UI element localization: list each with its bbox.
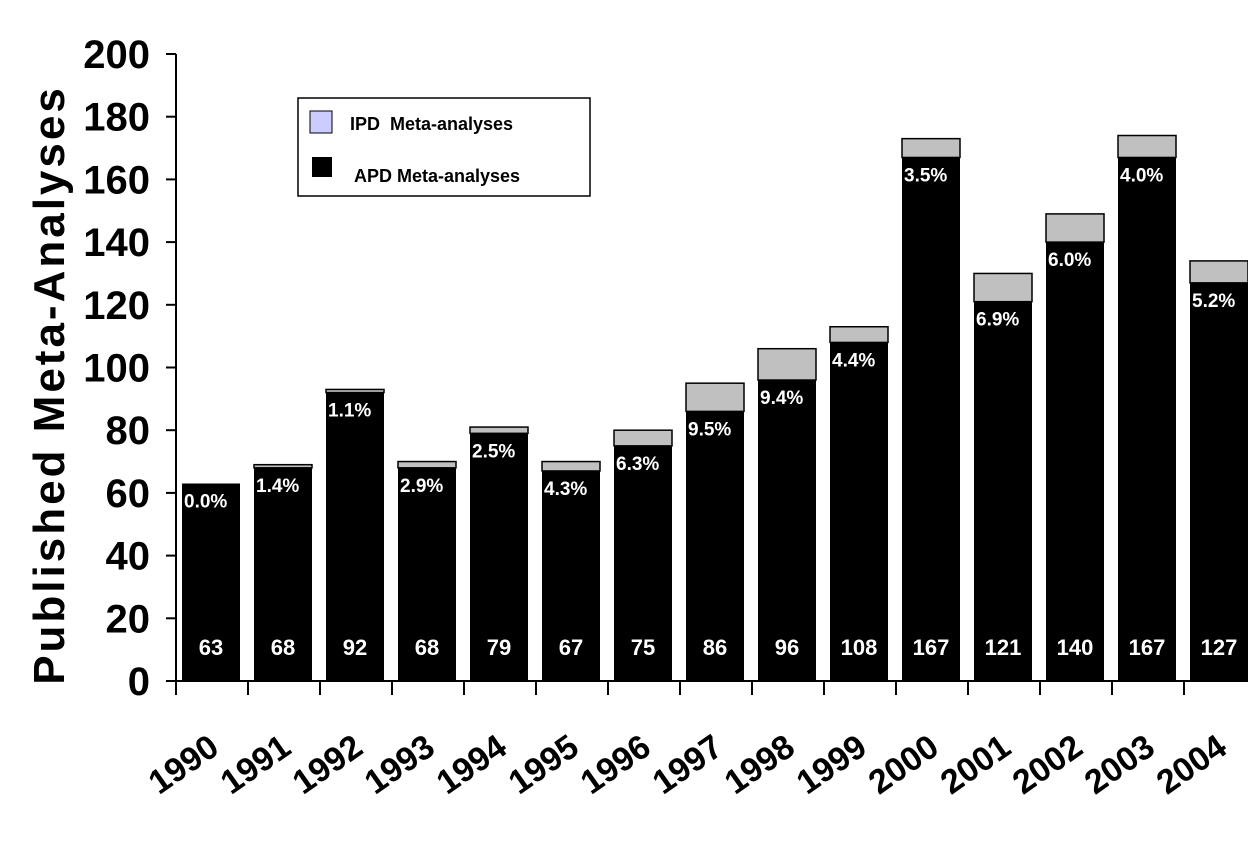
count-label-2003: 167 xyxy=(1129,635,1166,660)
bar-ipd-1995 xyxy=(541,460,601,472)
x-tick-label-1999: 1999 xyxy=(790,727,874,802)
y-tick-label-140: 140 xyxy=(83,221,150,265)
percent-label-1997: 9.5% xyxy=(688,419,731,440)
percent-label-1994: 2.5% xyxy=(472,441,515,462)
legend-swatch-ipd xyxy=(309,110,333,134)
percent-label-1995: 4.3% xyxy=(544,479,587,500)
bar-ipd-1993 xyxy=(397,460,457,469)
count-label-1994: 79 xyxy=(487,635,511,660)
bar-ipd-1997 xyxy=(685,382,745,413)
x-tick-label-1998: 1998 xyxy=(718,727,802,802)
legend-label-apd: APD Meta-analyses xyxy=(354,166,520,186)
bar-ipd-2001 xyxy=(973,272,1033,303)
x-tick-label-1997: 1997 xyxy=(646,727,730,802)
count-label-1998: 96 xyxy=(775,635,799,660)
bar-ipd-2003 xyxy=(1117,134,1177,159)
percent-label-1999: 4.4% xyxy=(832,350,875,371)
y-tick-label-200: 200 xyxy=(83,33,150,77)
x-tick-label-1991: 1991 xyxy=(214,727,298,802)
count-label-2002: 140 xyxy=(1057,635,1094,660)
bar-apd-1992 xyxy=(326,392,384,681)
count-label-1993: 68 xyxy=(415,635,439,660)
count-label-1991: 68 xyxy=(271,635,295,660)
legend: IPD Meta-analyses APD Meta-analyses xyxy=(297,97,591,197)
axes-group xyxy=(166,53,1248,695)
bar-apd-1991 xyxy=(254,467,312,681)
bar-apd-1999 xyxy=(830,342,888,681)
x-tick-label-1990: 1990 xyxy=(142,727,226,802)
count-label-2000: 167 xyxy=(913,635,950,660)
x-tick-label-2001: 2001 xyxy=(934,727,1018,802)
count-label-1995: 67 xyxy=(559,635,583,660)
percent-label-2003: 4.0% xyxy=(1120,165,1163,186)
y-tick-label-60: 60 xyxy=(106,472,151,516)
legend-label-ipd: IPD Meta-analyses xyxy=(350,114,513,134)
bar-apd-1996 xyxy=(614,445,672,681)
bar-apd-1995 xyxy=(542,470,600,681)
bar-apd-2001 xyxy=(974,301,1032,681)
x-tick-label-1996: 1996 xyxy=(574,727,658,802)
bar-ipd-2004 xyxy=(1189,260,1248,284)
bar-ipd-2002 xyxy=(1045,213,1105,243)
percent-label-1991: 1.4% xyxy=(256,476,299,497)
percent-label-1996: 6.3% xyxy=(616,454,659,475)
count-label-2001: 121 xyxy=(985,635,1022,660)
percent-label-1993: 2.9% xyxy=(400,476,443,497)
percent-label-1990: 0.0% xyxy=(184,491,227,512)
percent-label-2002: 6.0% xyxy=(1048,250,1091,271)
bar-ipd-1998 xyxy=(757,347,817,381)
bar-apd-1994 xyxy=(470,433,528,681)
count-label-2004: 127 xyxy=(1201,635,1238,660)
bar-ipd-1999 xyxy=(829,325,889,344)
count-label-1990: 63 xyxy=(199,635,223,660)
bar-apd-2002 xyxy=(1046,242,1104,681)
bar-ipd-1991 xyxy=(253,463,313,469)
percent-label-2001: 6.9% xyxy=(976,310,1019,331)
bar-apd-1990 xyxy=(182,483,240,681)
y-axis-title: Published Meta-Analyses xyxy=(25,85,74,685)
percent-label-2000: 3.5% xyxy=(904,165,947,186)
bar-ipd-2000 xyxy=(901,137,961,159)
y-tick-label-180: 180 xyxy=(83,96,150,140)
x-tick-label-1995: 1995 xyxy=(502,727,586,802)
x-tick-label-1993: 1993 xyxy=(358,727,442,802)
y-tick-label-100: 100 xyxy=(83,347,150,391)
bar-apd-2003 xyxy=(1118,157,1176,681)
bar-apd-1997 xyxy=(686,411,744,681)
x-tick-label-2002: 2002 xyxy=(1006,727,1090,802)
bar-apd-2000 xyxy=(902,157,960,681)
percent-label-1992: 1.1% xyxy=(328,401,371,422)
y-tick-label-160: 160 xyxy=(83,158,150,202)
y-tick-label-20: 20 xyxy=(106,597,151,641)
percent-label-2004: 5.2% xyxy=(1192,291,1235,312)
y-tick-label-40: 40 xyxy=(106,535,151,579)
count-label-1996: 75 xyxy=(631,635,655,660)
count-label-1999: 108 xyxy=(841,635,878,660)
x-tick-label-2003: 2003 xyxy=(1078,727,1162,802)
bar-ipd-1996 xyxy=(613,429,673,447)
x-tick-label-2000: 2000 xyxy=(862,727,946,802)
x-tick-label-1994: 1994 xyxy=(430,727,514,802)
legend-swatch-apd xyxy=(312,157,332,177)
bar-ipd-1992 xyxy=(325,388,385,394)
count-label-1997: 86 xyxy=(703,635,727,660)
bar-apd-1998 xyxy=(758,380,816,681)
bars-group xyxy=(182,134,1248,681)
bar-apd-2004 xyxy=(1190,282,1248,681)
bar-apd-1993 xyxy=(398,467,456,681)
y-tick-label-80: 80 xyxy=(106,409,151,453)
y-tick-label-0: 0 xyxy=(128,660,150,704)
y-tick-label-120: 120 xyxy=(83,284,150,328)
bar-ipd-1994 xyxy=(469,426,529,435)
x-tick-label-2004: 2004 xyxy=(1150,727,1234,802)
x-tick-label-1992: 1992 xyxy=(286,727,370,802)
count-label-1992: 92 xyxy=(343,635,367,660)
percent-label-1998: 9.4% xyxy=(760,388,803,409)
legend-box xyxy=(297,97,591,197)
